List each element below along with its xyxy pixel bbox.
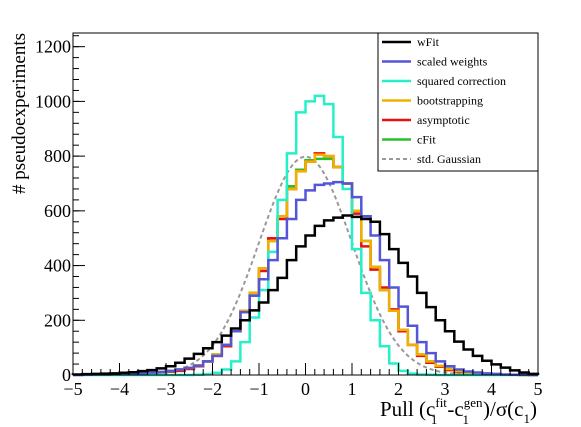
y-tick-label: 200 — [44, 310, 71, 330]
legend-label-wfit: wFit — [417, 35, 440, 49]
x-tick-label: −1 — [249, 379, 268, 399]
x-axis-label: Pull (cfit 1 -cgen 1)/σ(c1) — [380, 395, 537, 427]
x-axis-label-sub2: 1 — [463, 412, 470, 427]
y-axis-label: # pseudoexperiments — [9, 33, 30, 194]
y-tick-label: 400 — [44, 256, 71, 276]
y-tick-label: 1000 — [35, 91, 71, 111]
series-asymptotic-line — [71, 152, 538, 377]
series-wfit-line — [71, 214, 540, 376]
y-tick-label: 0 — [62, 365, 71, 385]
x-axis-label-sup1: fit — [435, 395, 447, 410]
y-tick-label: 800 — [44, 146, 71, 166]
x-axis-label-sub1: 1 — [431, 412, 438, 427]
series-bootstrapping-line — [71, 153, 538, 377]
legend-label-cfit: cFit — [417, 133, 436, 147]
x-tick-label: 0 — [301, 379, 310, 399]
legend-box — [377, 32, 539, 172]
x-axis-label-mid: )/σ(c — [483, 397, 523, 421]
x-tick-label: −3 — [156, 379, 175, 399]
x-tick-label: −5 — [63, 379, 82, 399]
series-scaled-weights-line — [73, 180, 538, 377]
legend-label-bootstrapping: bootstrapping — [417, 94, 483, 108]
y-tick-label: 600 — [44, 201, 71, 221]
legend-label-asymptotic: asymptotic — [417, 113, 470, 127]
x-tick-label: −2 — [203, 379, 222, 399]
x-tick-label: 4 — [487, 379, 496, 399]
x-tick-label: 5 — [534, 379, 543, 399]
x-tick-label: 3 — [441, 379, 450, 399]
axis-layer: −5 −4 −3 −2 −1 0 1 2 3 4 5 0 200 400 600 800 1000 1200 — [35, 35, 543, 399]
x-tick-label: 1 — [348, 379, 357, 399]
legend-label-std-gaussian: std. Gaussian — [417, 152, 481, 166]
x-axis-label-prefix: Pull (c — [380, 397, 435, 421]
x-tick-label: −4 — [110, 379, 129, 399]
legend-label-scaled-weights: scaled weights — [417, 55, 488, 69]
x-axis-label-sub3: 1 — [524, 411, 531, 426]
legend: wFit scaled weights squared correction boot… — [377, 32, 539, 172]
x-axis-label-sup2: gen — [464, 395, 483, 410]
legend-label-squared-correction: squared correction — [417, 74, 506, 88]
y-tick-label: 1200 — [35, 37, 71, 57]
x-axis-label-suffix: ) — [530, 397, 537, 421]
x-axis-label-dash: -c — [447, 397, 463, 421]
x-tick-label: 2 — [394, 379, 403, 399]
